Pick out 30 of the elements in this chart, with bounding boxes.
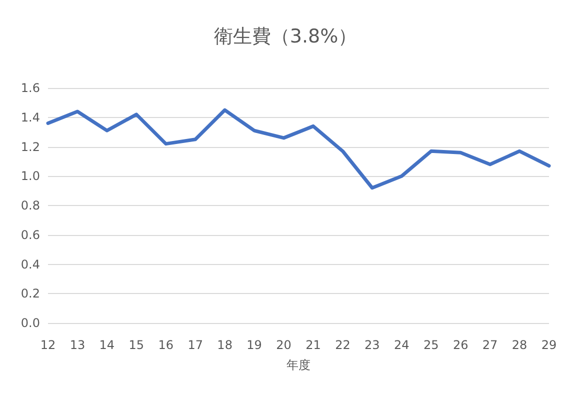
x-tick-label: 29 bbox=[541, 338, 557, 352]
y-tick-label: 1.0 bbox=[20, 169, 40, 184]
x-tick-label: 24 bbox=[394, 338, 410, 352]
x-tick-label: 13 bbox=[70, 338, 86, 352]
line-series bbox=[46, 108, 551, 190]
y-tick-label: 0.4 bbox=[20, 257, 40, 272]
y-tick-label: 0.6 bbox=[20, 228, 40, 242]
y-tick-label: 1.4 bbox=[20, 110, 40, 124]
x-tick-label: 28 bbox=[512, 338, 528, 352]
x-tick-label: 16 bbox=[158, 338, 174, 352]
y-tick-label: 0.8 bbox=[20, 198, 40, 212]
x-tick-label: 14 bbox=[99, 338, 115, 352]
x-tick-label: 12 bbox=[40, 338, 56, 352]
x-tick-label: 21 bbox=[306, 338, 321, 352]
y-tick-label: 1.6 bbox=[20, 81, 40, 95]
x-tick-label: 18 bbox=[217, 338, 232, 352]
x-tick-label: 23 bbox=[364, 338, 380, 352]
x-tick-label: 26 bbox=[452, 338, 468, 352]
y-tick-label: 1.2 bbox=[20, 140, 40, 154]
x-tick-label: 15 bbox=[128, 338, 144, 352]
y-tick-label: 0.0 bbox=[20, 316, 40, 330]
x-tick-label: 20 bbox=[276, 338, 292, 352]
x-tick-label: 17 bbox=[188, 338, 203, 352]
x-tick-label: 25 bbox=[423, 338, 439, 352]
x-tick-label: 19 bbox=[246, 338, 262, 352]
chart-title: 衛生費（3.8%） bbox=[214, 26, 358, 48]
y-tick-label: 0.2 bbox=[20, 286, 40, 301]
x-tick-label: 27 bbox=[482, 338, 498, 352]
x-tick-label: 22 bbox=[335, 338, 350, 352]
x-axis-title: 年度 bbox=[286, 358, 310, 372]
